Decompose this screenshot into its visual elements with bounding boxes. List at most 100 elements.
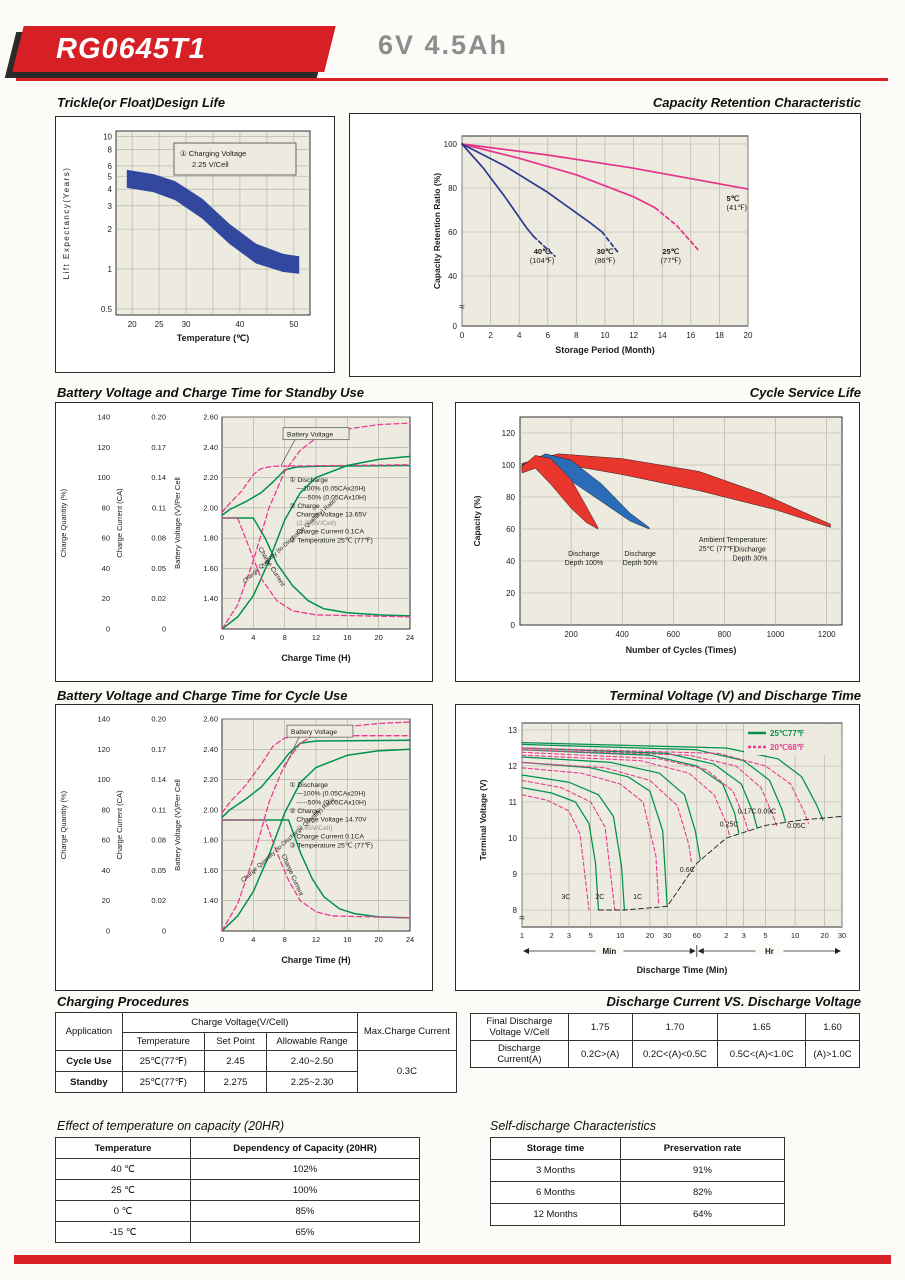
charge-current-dashed (221, 517, 411, 618)
table-cell: Charge Voltage(V/Cell) (121, 1012, 358, 1033)
y-tick-label: 120 (502, 429, 516, 438)
series-label: (41℉) (727, 203, 748, 212)
curve-25c-3C (521, 786, 600, 911)
series-label: 40℃ (534, 247, 551, 256)
current-tick: 0.11 (152, 805, 166, 814)
charge-current-line (221, 517, 411, 617)
y-tick-label: 40 (448, 272, 457, 281)
voltage-tick: 1.80 (203, 836, 218, 845)
voltage-tick: 2.40 (203, 745, 218, 754)
note-line: ② Charge (289, 502, 319, 510)
rate-label: 0.25C (720, 821, 739, 828)
series-line-1 (461, 143, 656, 209)
note-line: —100% (0.05CAx20H) (296, 486, 365, 493)
x-tick-label: 0 (220, 935, 224, 944)
table-cell: 6 Months (490, 1181, 621, 1204)
legend-label-20c: 20℃68℉ (770, 743, 805, 752)
curve-25c-0.17C (521, 747, 758, 828)
cell-line: Final Discharge (486, 1016, 553, 1027)
arrow-head (697, 948, 704, 954)
quantity-tick: 0 (106, 927, 110, 936)
table-cell: 2.45 (203, 1050, 268, 1072)
voltage-tick: 1.60 (203, 866, 218, 875)
x-tick-label: 20 (374, 935, 382, 944)
x-tick-label: 24 (406, 935, 414, 944)
x-tick-label: 10 (601, 331, 610, 340)
curve-25c-1C (521, 761, 668, 908)
axis-break: ≈ (519, 913, 525, 924)
note-line: Charge Current 0.1CA (296, 529, 364, 536)
charge-current-line (221, 819, 411, 919)
x-tick-label: 14 (658, 331, 667, 340)
table-cell: Temperature (55, 1137, 191, 1159)
series-dash-1 (654, 206, 699, 251)
quantity-tick: 140 (97, 413, 110, 422)
battery-voltage-line (221, 739, 411, 819)
x-tick-label: 20 (646, 931, 654, 940)
y-tick-label: 80 (448, 184, 457, 193)
x-axis-title: Charge Time (H) (281, 955, 350, 965)
cycle-life-svg: 0 20 40 60 80 100 120 200 400 600 800 1000 1200 Disch… (472, 416, 843, 655)
capacity-retention-chart: 40 60 80 100 0 ≈0 2 4 6 8 10 12 14 16 18 20 Storage Peri… (349, 113, 861, 377)
self-discharge-title: Self-discharge Characteristics (490, 1119, 657, 1133)
rate-label: 0.09C (758, 809, 777, 816)
cycle-life-chart: 0 20 40 60 80 100 120 200 400 600 800 1000 1200 Disch… (455, 402, 860, 682)
quantity-tick: 120 (97, 745, 110, 754)
voltage-tick: 2.00 (203, 805, 218, 814)
curve-25c-0.6C (521, 756, 701, 861)
table-cell: 65% (190, 1221, 420, 1243)
charge-quantity-line (221, 748, 411, 932)
x-axis-title: Temperature (℃) (177, 333, 249, 343)
table-cell: 82% (620, 1181, 785, 1204)
current-axis-title: Charge Current (CA) (115, 488, 124, 558)
y-tick-label: 8 (108, 145, 113, 154)
series-label: (77℉) (661, 256, 682, 265)
y-tick-label: 9 (513, 870, 518, 879)
current-tick: 0.08 (151, 836, 166, 845)
curve-25c-0.25C (521, 749, 740, 834)
charging-procedures-table: Application Charge Voltage(V/Cell) Max.C… (55, 1012, 458, 1093)
table-cell: 85% (190, 1200, 420, 1222)
note-line: 2.25 V/Cell (192, 160, 229, 169)
axis-unit-label: Min (603, 947, 617, 956)
current-tick: 0 (162, 927, 166, 936)
x-tick-label: 8 (283, 633, 287, 642)
series-dash-2 (601, 231, 621, 255)
x-tick-label: 4 (517, 331, 522, 340)
charge-quantity-line (221, 455, 411, 630)
y-tick-label: 10 (508, 834, 517, 843)
discharge-cv-table: Final Discharge Voltage V/Cell 1.75 1.70… (470, 1013, 860, 1068)
x-tick-label: 2 (724, 931, 728, 940)
note-line: —100% (0.05CAx20H) (296, 791, 365, 798)
design-life-band (126, 169, 300, 274)
series-dash-3 (532, 235, 556, 258)
voltage-tick: 2.20 (203, 473, 218, 482)
model-number: RG0645T1 (56, 33, 206, 65)
temp-capacity-table: Temperature Dependency of Capacity (20HR… (55, 1137, 420, 1243)
x-tick-label: 5 (763, 931, 767, 940)
rate-label: 2C (595, 894, 604, 901)
voltage-tick: 2.20 (203, 775, 218, 784)
quantity-tick: 20 (102, 896, 110, 905)
series-label: (104℉) (530, 256, 555, 265)
y-axis-title: Capacity Retention Ratio (%) (432, 173, 442, 289)
y-tick-label: 2 (108, 225, 113, 234)
voltage-tick: 2.40 (203, 443, 218, 452)
table-cell: 3 Months (490, 1159, 621, 1182)
cell-line: Discharge (497, 1043, 541, 1054)
x-tick-label: 30 (663, 931, 671, 940)
series-line-3 (461, 143, 535, 238)
temp-capacity-title: Effect of temperature on capacity (20HR) (57, 1119, 285, 1133)
x-tick-label: 16 (343, 935, 351, 944)
current-tick: 0.02 (151, 594, 166, 603)
standby-charge-chart: 140 120 100 80 60 40 20 0 0.20 0.17 0.14 0.11 0.08 0.… (55, 402, 433, 682)
x-tick-label: 1200 (818, 630, 836, 639)
quantity-axis-title: Charge Quantity (%) (59, 790, 68, 859)
chart-line (284, 736, 300, 768)
quantity-axis-title: Charge Quantity (%) (59, 488, 68, 557)
current-tick: 0 (162, 625, 166, 634)
quantity-tick: 0 (106, 625, 110, 634)
cutoff-locus (598, 815, 843, 911)
table-cell: 1.60 (805, 1013, 860, 1041)
